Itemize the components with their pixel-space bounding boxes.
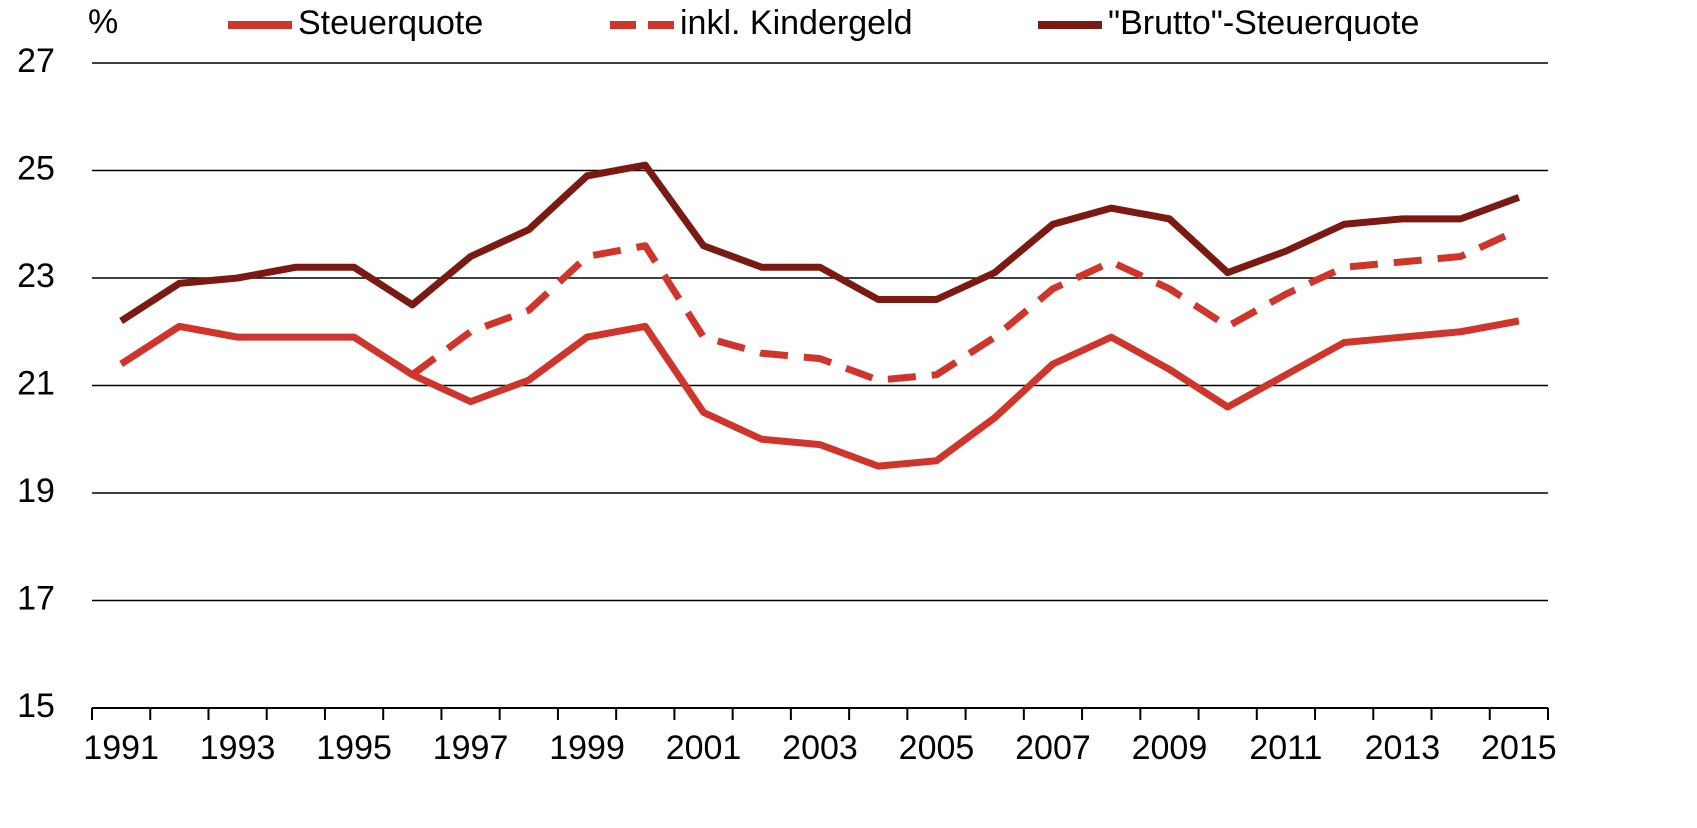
x-tick-label: 2013 xyxy=(1365,729,1441,767)
y-tick-label: 25 xyxy=(17,149,55,187)
x-tick-label: 2011 xyxy=(1249,729,1322,767)
x-tick-label: 1993 xyxy=(200,729,276,767)
x-tick-label: 2001 xyxy=(666,729,742,767)
data-line xyxy=(410,226,1521,384)
y-tick-label: 21 xyxy=(17,364,55,402)
x-tick-label: 2015 xyxy=(1481,729,1557,767)
y-tick-label: 27 xyxy=(17,42,55,80)
y-tick-label: 15 xyxy=(17,687,55,725)
x-tick-label: 1995 xyxy=(316,729,392,767)
legend-label: inkl. Kindergeld xyxy=(680,4,912,42)
x-tick-label: 1991 xyxy=(83,729,159,767)
x-tick-label: 2007 xyxy=(1015,729,1091,767)
data-line xyxy=(119,161,1521,324)
legend-label: "Brutto"-Steuerquote xyxy=(1108,4,1419,42)
x-tick-label: 2003 xyxy=(782,729,858,767)
x-tick-label: 1999 xyxy=(549,729,625,767)
y-unit-label: % xyxy=(88,3,118,41)
legend-label: Steuerquote xyxy=(298,4,483,42)
x-tick-label: 2005 xyxy=(899,729,975,767)
y-tick-label: 19 xyxy=(17,472,55,510)
x-tick-label: 2009 xyxy=(1132,729,1208,767)
y-tick-label: 17 xyxy=(17,579,55,617)
x-tick-label: 1997 xyxy=(433,729,509,767)
data-line xyxy=(119,317,1520,470)
y-tick-label: 23 xyxy=(17,257,55,295)
